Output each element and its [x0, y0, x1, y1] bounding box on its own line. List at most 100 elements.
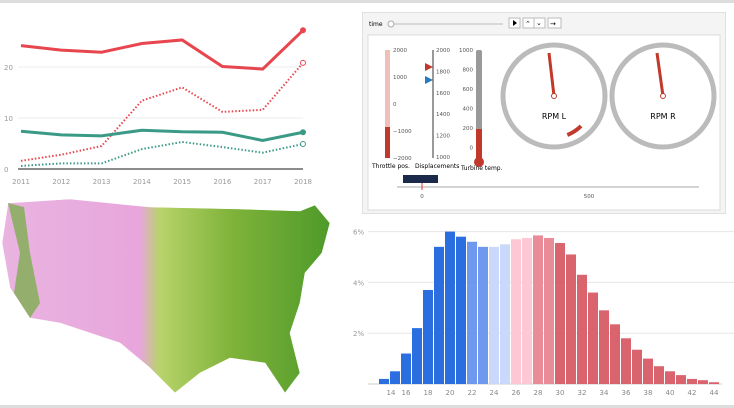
histogram-bar	[544, 237, 554, 384]
x-tick-label: 44	[710, 389, 719, 397]
thermometer-bulb	[474, 157, 484, 167]
x-tick-label: 16	[402, 389, 411, 397]
displacement-tick: 2000	[436, 48, 450, 54]
x-tick-label: 22	[468, 389, 477, 397]
histogram-bar	[390, 371, 400, 384]
histogram-bar	[423, 290, 433, 384]
throttle-bar	[385, 50, 390, 158]
x-tick-label: 2017	[254, 178, 272, 186]
slower-button[interactable]: ⌄	[533, 17, 546, 29]
us-map	[1, 198, 331, 394]
car-icon	[403, 175, 438, 183]
throttle-tick: 1000	[393, 75, 407, 81]
x-tick-label: 32	[578, 389, 587, 397]
x-tick-label: 26	[512, 389, 521, 397]
top-border	[0, 0, 734, 3]
svg-text:→: →	[550, 20, 556, 28]
x-tick-label: 28	[534, 389, 543, 397]
x-tick-label: 38	[644, 389, 653, 397]
line-chart: 0 10 20 2011 2012 2013 2014 2015 2016 2017 2018	[4, 27, 312, 186]
y-tick-label: 20	[4, 64, 13, 72]
histogram-bar	[379, 378, 389, 384]
turbine-label: Turbine temp.	[460, 165, 503, 172]
throttle-tick: 2000	[393, 48, 407, 54]
x-tick-label: 2012	[52, 178, 70, 186]
series-line-2	[20, 128, 304, 142]
turbine-tick: 800	[463, 68, 474, 74]
x-tick-label: 2018	[294, 178, 312, 186]
histogram-bar	[610, 324, 620, 384]
x-tick-label: 40	[666, 389, 675, 397]
displacement-tick: 1600	[436, 91, 450, 97]
histogram-bar	[577, 274, 587, 384]
histogram-bar	[445, 231, 455, 384]
x-tick-label: 30	[556, 389, 565, 397]
x-tick-label: 14	[387, 389, 396, 397]
x-tick-label: 2016	[214, 178, 232, 186]
time-label: time	[369, 21, 383, 28]
displacements-label: Displacements	[415, 163, 459, 170]
x-tick-label: 2014	[133, 178, 151, 186]
histogram-bar	[599, 310, 609, 384]
x-tick-label: 2013	[93, 178, 111, 186]
direction-button[interactable]: →	[547, 17, 562, 29]
x-tick-label: 24	[490, 389, 499, 397]
histogram-bar	[489, 246, 499, 384]
turbine-tick: 400	[463, 107, 474, 113]
time-slider-thumb[interactable]	[387, 20, 395, 28]
series-end-point	[300, 129, 306, 136]
series-end-point	[300, 59, 306, 66]
play-button[interactable]	[508, 17, 521, 29]
thermometer-fill	[476, 129, 482, 158]
histogram-bar	[533, 235, 543, 384]
y-tick-label: 2%	[353, 330, 364, 338]
x-tick-label: 42	[688, 389, 697, 397]
displacement-tick: 1400	[436, 112, 450, 118]
x-tick-label: 2011	[12, 178, 30, 186]
histogram-bar	[412, 328, 422, 384]
series-end-point	[300, 141, 306, 148]
turbine-tick: 1000	[459, 48, 473, 54]
histogram-bar	[555, 243, 565, 384]
faster-button[interactable]: ⌃	[522, 17, 535, 29]
bottom-border	[0, 405, 734, 408]
histogram-bar	[401, 353, 411, 384]
histogram-bar	[621, 338, 631, 384]
svg-text:⌃: ⌃	[525, 20, 531, 28]
position-tick: 0	[420, 194, 424, 200]
histogram-bar	[434, 246, 444, 384]
turbine-tick: 600	[463, 87, 474, 93]
displacement-tick: 1800	[436, 69, 450, 75]
turbine-tick: 200	[463, 126, 474, 132]
histogram-bar	[522, 237, 532, 384]
series-end-point	[300, 27, 306, 34]
throttle-tick: −1000	[393, 129, 412, 135]
throttle-label: Throttle pos.	[371, 163, 410, 170]
histogram-bar	[643, 358, 653, 384]
histogram-bar	[709, 382, 719, 384]
histogram-bar	[665, 371, 675, 384]
displacement-tick: 1200	[436, 134, 450, 140]
y-tick-label: 10	[4, 115, 13, 123]
x-tick-label: 34	[600, 389, 609, 397]
histogram-bar	[500, 244, 510, 384]
displacement-marker-blue	[425, 76, 433, 84]
throttle-tick: 0	[393, 102, 397, 108]
x-tick-label: 2015	[173, 178, 191, 186]
gauge-r-label: RPM R	[650, 112, 676, 121]
histogram-bar	[676, 375, 686, 384]
displacement-marker-red	[425, 63, 433, 71]
x-tick-label: 18	[424, 389, 433, 397]
histogram-bar	[632, 349, 642, 384]
x-tick-label: 20	[446, 389, 455, 397]
series-line-3	[20, 140, 304, 167]
dashboard-panel: time ⌃ ⌄ → 2000 1000 0 −1000 −2000 2000 1800 16…	[362, 12, 726, 214]
x-tick-label: 36	[622, 389, 631, 397]
histogram-bar	[588, 292, 598, 384]
throttle-fill	[385, 127, 390, 158]
histogram-bar	[478, 246, 488, 384]
histogram-bar	[511, 239, 521, 384]
histogram-bar	[456, 236, 466, 384]
position-tick: 500	[584, 194, 595, 200]
histogram: 2% 4% 6% 14 16 18 20 22 24 26 28 30 32 34 36 38 40 42 44	[353, 229, 734, 397]
